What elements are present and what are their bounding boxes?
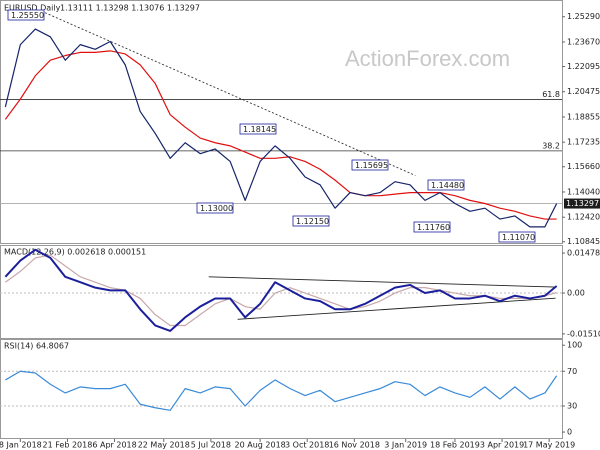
fib-label: 61.8 (542, 90, 560, 99)
x-tick-label: 22 May 2018 (138, 441, 190, 450)
annotation-label: 1.12150 (296, 217, 329, 226)
last-price-label: 1.13297 (566, 199, 599, 208)
x-tick-label: 5 Jul 2018 (191, 441, 231, 450)
y-tick-label: 1.20475 (567, 87, 600, 96)
annotation-box (413, 221, 451, 233)
annotation-label: 1.11760 (417, 223, 450, 232)
y-tick-label: 1.18855 (567, 112, 600, 121)
annotation-label: 1.25550 (11, 11, 44, 20)
y-tick-label: 100 (567, 341, 582, 350)
annotation-box (196, 202, 234, 214)
trendline (237, 297, 556, 320)
annotation-label: 1.11070 (502, 233, 535, 242)
annotation-box (498, 231, 536, 243)
annotation-label: 1.18145 (243, 125, 276, 134)
price-frame (0, 0, 563, 244)
trendline (208, 276, 556, 288)
x-tick-label: 3 Jan 2019 (384, 441, 427, 450)
macd-frame (0, 245, 563, 339)
series-line (5, 254, 557, 327)
ohlc-label: 1.13111 1.13298 1.13076 1.13297 (60, 4, 200, 13)
y-tick-label: 1.23670 (567, 37, 600, 46)
x-tick-label: 16 Nov 2018 (329, 441, 380, 450)
x-tick-label: 20 Aug 2018 (235, 441, 286, 450)
macd-title: MACD(12,26,9) 0.002618 0.000151 (4, 248, 146, 257)
x-tick-label: 17 May 2019 (523, 441, 575, 450)
x-tick-label: 18 Feb 2019 (430, 441, 480, 450)
annotation-box (239, 123, 277, 135)
rsi-title: RSI(14) 64.8067 (4, 342, 69, 351)
x-tick-label: 3 Apr 2019 (480, 441, 524, 450)
y-tick-label: 1.15660 (567, 162, 600, 171)
y-tick-label: 1.22095 (567, 62, 600, 71)
x-tick-label: 21 Feb 2018 (43, 441, 93, 450)
annotation-label: 1.14480 (431, 181, 464, 190)
y-tick-label: 1.10845 (567, 237, 600, 246)
y-tick-label: 1.17235 (567, 138, 600, 147)
annotation-label: 1.15695 (355, 161, 388, 170)
series-line (4, 248, 558, 332)
trendline (44, 12, 416, 176)
series-line (4, 50, 557, 220)
x-tick-label: 8 Jan 2018 (0, 441, 42, 450)
y-tick-label: 30 (567, 402, 577, 411)
series-line (5, 370, 558, 411)
y-tick-label: 1.12420 (567, 213, 600, 222)
watermark: ActionForex.com (345, 46, 510, 71)
annotation-box (427, 179, 465, 191)
annotation-box (351, 159, 389, 171)
annotation-label: 1.13000 (200, 204, 233, 213)
chart-title: EURUSD Daily (4, 4, 61, 13)
rsi-frame (0, 339, 563, 439)
annotation-box (292, 215, 330, 227)
y-tick-label: -0.015107 (567, 329, 600, 338)
annotation-box (7, 9, 45, 21)
series-line (4, 28, 558, 228)
y-tick-label: 1.25290 (567, 12, 600, 21)
x-tick-label: 6 Apr 2018 (92, 441, 136, 450)
y-tick-label: 1.14040 (567, 187, 600, 196)
last-price-box (564, 198, 600, 209)
fib-label: 38.2 (542, 141, 560, 150)
y-tick-label: 0 (567, 428, 572, 437)
y-tick-label: 0.00 (567, 289, 585, 298)
y-tick-label: 0.014786 (567, 249, 600, 258)
y-tick-label: 70 (567, 367, 577, 376)
x-tick-label: 3 Oct 2018 (285, 441, 329, 450)
